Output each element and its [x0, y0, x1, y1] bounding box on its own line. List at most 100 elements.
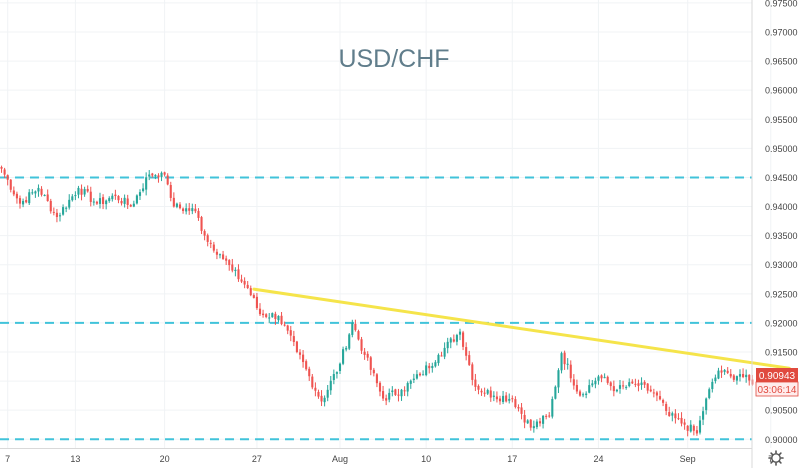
candle-up[interactable]	[735, 375, 738, 385]
candle-down[interactable]	[262, 309, 265, 318]
candle-up[interactable]	[83, 186, 86, 197]
candle-down[interactable]	[369, 355, 372, 376]
candle-up[interactable]	[142, 183, 145, 193]
candle-down[interactable]	[674, 409, 677, 424]
candle-up[interactable]	[422, 370, 425, 376]
candle-up[interactable]	[689, 420, 692, 433]
candle-down[interactable]	[126, 194, 129, 209]
candle-down[interactable]	[529, 419, 532, 431]
candle-up[interactable]	[698, 415, 702, 435]
candle-up[interactable]	[135, 194, 138, 205]
candle-up[interactable]	[745, 369, 748, 383]
candle-up[interactable]	[234, 267, 237, 277]
candle-down[interactable]	[732, 374, 735, 382]
candle-down[interactable]	[622, 380, 625, 390]
candle-down[interactable]	[695, 425, 698, 436]
candle-down[interactable]	[665, 401, 668, 416]
candle-up[interactable]	[351, 319, 354, 338]
candle-up[interactable]	[138, 189, 142, 200]
candle-down[interactable]	[163, 171, 166, 177]
candle-down[interactable]	[606, 375, 609, 385]
candle-down[interactable]	[729, 369, 732, 379]
candle-down[interactable]	[363, 347, 366, 360]
candle-down[interactable]	[295, 340, 298, 354]
candle-down[interactable]	[209, 239, 212, 249]
candle-up[interactable]	[597, 374, 600, 385]
candle-down[interactable]	[280, 311, 283, 326]
candle-up[interactable]	[43, 194, 46, 197]
candle-down[interactable]	[0, 165, 3, 173]
candle-up[interactable]	[98, 192, 102, 209]
candle-down[interactable]	[498, 395, 502, 405]
candle-down[interactable]	[563, 350, 566, 370]
candle-up[interactable]	[443, 342, 446, 360]
candle-down[interactable]	[117, 195, 120, 204]
candle-up[interactable]	[455, 333, 458, 346]
candle-down[interactable]	[197, 208, 200, 221]
candle-down[interactable]	[403, 386, 406, 397]
candle-up[interactable]	[492, 391, 495, 402]
candle-down[interactable]	[15, 191, 18, 204]
candle-down[interactable]	[255, 292, 258, 310]
candle-down[interactable]	[6, 174, 9, 186]
candle-up[interactable]	[105, 199, 108, 210]
candle-down[interactable]	[292, 330, 295, 347]
candle-down[interactable]	[575, 379, 578, 394]
candle-down[interactable]	[372, 367, 375, 377]
candle-down[interactable]	[474, 373, 477, 392]
candle-up[interactable]	[449, 337, 452, 349]
candle-down[interactable]	[385, 394, 388, 406]
candle-down[interactable]	[258, 303, 262, 317]
candle-down[interactable]	[311, 373, 314, 390]
candle-down[interactable]	[169, 181, 172, 202]
candle-down[interactable]	[314, 382, 317, 397]
candle-up[interactable]	[551, 396, 554, 419]
candle-up[interactable]	[77, 185, 80, 199]
candle-up[interactable]	[154, 174, 157, 180]
candle-down[interactable]	[157, 173, 160, 183]
candle-up[interactable]	[615, 388, 618, 393]
candle-down[interactable]	[206, 233, 209, 247]
candle-up[interactable]	[22, 198, 25, 208]
candle-down[interactable]	[418, 372, 422, 377]
candle-down[interactable]	[237, 264, 240, 282]
candle-down[interactable]	[9, 178, 12, 193]
candle-up[interactable]	[31, 189, 34, 195]
candle-up[interactable]	[437, 353, 440, 366]
candle-down[interactable]	[18, 195, 22, 209]
candle-up[interactable]	[218, 253, 222, 259]
candle-up[interactable]	[603, 373, 606, 379]
candle-up[interactable]	[714, 374, 717, 384]
candle-down[interactable]	[89, 186, 92, 207]
candle-up[interactable]	[37, 184, 40, 197]
candle-down[interactable]	[249, 285, 252, 297]
candle-down[interactable]	[726, 367, 729, 375]
candle-up[interactable]	[132, 200, 135, 208]
candle-down[interactable]	[194, 204, 197, 214]
candle-up[interactable]	[705, 397, 708, 415]
candle-down[interactable]	[354, 319, 357, 332]
candle-up[interactable]	[111, 193, 114, 202]
candle-down[interactable]	[692, 424, 695, 436]
candle-up[interactable]	[723, 369, 726, 375]
candle-down[interactable]	[643, 380, 646, 389]
candle-down[interactable]	[514, 396, 517, 409]
candle-up[interactable]	[338, 362, 342, 375]
candle-down[interactable]	[612, 380, 615, 397]
candle-down[interactable]	[286, 324, 289, 335]
candle-down[interactable]	[468, 350, 471, 367]
candle-up[interactable]	[594, 377, 597, 389]
candle-down[interactable]	[483, 387, 486, 397]
candle-down[interactable]	[375, 373, 378, 388]
candle-up[interactable]	[431, 362, 434, 373]
candle-down[interactable]	[452, 334, 455, 343]
candle-down[interactable]	[680, 412, 683, 427]
candle-down[interactable]	[102, 194, 105, 210]
candle-down[interactable]	[649, 385, 652, 393]
candle-up[interactable]	[585, 391, 588, 399]
candle-down[interactable]	[302, 350, 305, 368]
candle-down[interactable]	[572, 374, 575, 390]
trendline[interactable]	[252, 287, 791, 370]
candle-down[interactable]	[357, 329, 360, 341]
candle-down[interactable]	[114, 189, 117, 200]
